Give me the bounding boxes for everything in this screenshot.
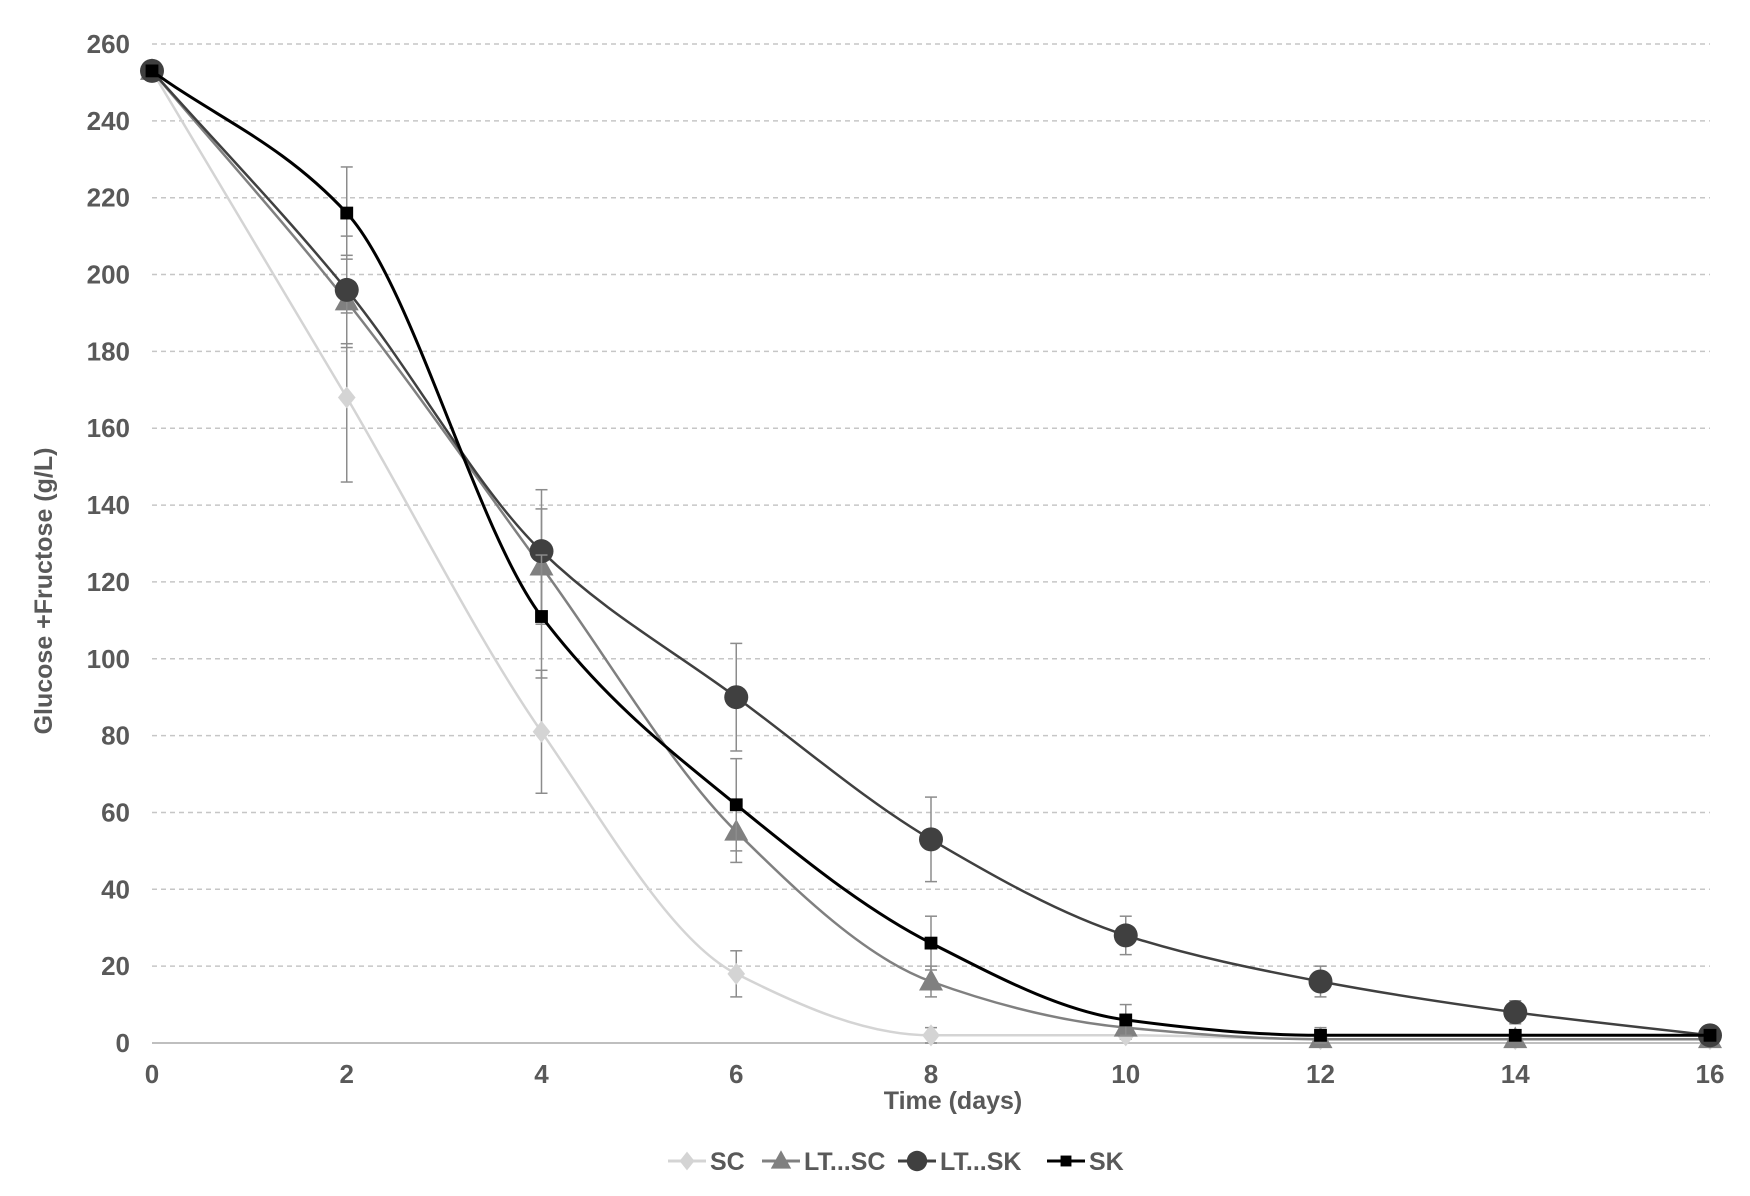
data-point	[1703, 1028, 1717, 1042]
data-point	[1113, 923, 1138, 948]
data-point	[924, 936, 938, 950]
data-point	[1119, 1013, 1133, 1027]
legend-label: SK	[1089, 1148, 1124, 1176]
y-tick-label: 220	[87, 183, 130, 213]
series-3	[140, 58, 1722, 1048]
series-4	[145, 64, 1717, 1044]
x-tick-label: 8	[924, 1059, 938, 1089]
data-point	[535, 610, 548, 623]
x-axis: 0 2 4 6 8 10 12 14 16	[145, 1059, 1725, 1089]
x-tick-label: 0	[145, 1059, 159, 1089]
y-tick-label: 140	[87, 490, 130, 520]
x-tick-label: 12	[1306, 1059, 1335, 1089]
y-tick-label: 260	[87, 29, 130, 59]
legend-item: SC	[668, 1148, 745, 1176]
data-point	[529, 539, 554, 564]
data-point	[724, 685, 749, 710]
data-point	[729, 798, 743, 812]
x-tick-label: 2	[340, 1059, 354, 1089]
legend-marker	[679, 1151, 695, 1171]
legend-item: LT...SC	[762, 1148, 885, 1176]
y-axis-title: Glucose +Fructose (g/L)	[30, 448, 58, 735]
data-point	[1503, 1000, 1528, 1025]
data-point	[334, 277, 359, 302]
legend-marker	[906, 1150, 928, 1172]
data-point	[1314, 1028, 1327, 1042]
x-tick-label: 4	[534, 1059, 549, 1089]
series-line	[151, 70, 1710, 1041]
series-line	[151, 70, 1711, 1037]
series-line	[150, 70, 1710, 1041]
grid	[152, 43, 1710, 967]
legend: SC LT...SC LT...SK SK	[668, 1148, 1124, 1176]
data-point	[919, 968, 943, 991]
x-axis-title: Time (days)	[884, 1087, 1022, 1115]
legend-item: SK	[1047, 1148, 1124, 1176]
legend-item: LT...SK	[898, 1148, 1021, 1176]
data-point	[727, 962, 746, 985]
data-point	[337, 386, 356, 409]
data-point	[1308, 969, 1333, 994]
y-tick-label: 80	[101, 721, 130, 751]
series-2	[140, 58, 1722, 1049]
x-tick-label: 6	[729, 1059, 743, 1089]
y-tick-label: 60	[101, 797, 130, 827]
data-point	[340, 206, 354, 220]
series-1	[143, 59, 1719, 1051]
data-point	[919, 827, 943, 852]
y-tick-label: 120	[87, 567, 130, 597]
legend-label: LT...SC	[804, 1148, 885, 1176]
legend-label: SC	[710, 1148, 745, 1176]
y-tick-label: 20	[101, 951, 130, 981]
legend-marker	[770, 1150, 792, 1169]
y-tick-label: 100	[87, 644, 130, 674]
y-tick-label: 200	[87, 260, 130, 290]
y-tick-label: 40	[101, 874, 130, 904]
x-tick-label: 16	[1696, 1059, 1725, 1089]
x-tick-label: 14	[1501, 1059, 1530, 1089]
data-point	[532, 720, 551, 743]
data-point	[922, 1024, 940, 1047]
data-point	[1508, 1028, 1522, 1042]
series-layer	[140, 58, 1722, 1051]
series-line	[151, 69, 1710, 1037]
y-tick-label: 160	[87, 413, 130, 443]
y-tick-label: 0	[116, 1028, 130, 1058]
y-tick-label: 180	[87, 336, 130, 366]
legend-label: LT...SK	[940, 1148, 1021, 1176]
x-tick-label: 10	[1111, 1059, 1140, 1089]
legend-marker	[1060, 1155, 1072, 1167]
data-point	[145, 64, 159, 78]
y-axis: 0 20 40 60 80 100 120 140 160 180 200 220 240 260	[87, 29, 130, 1058]
y-tick-label: 240	[87, 106, 130, 136]
